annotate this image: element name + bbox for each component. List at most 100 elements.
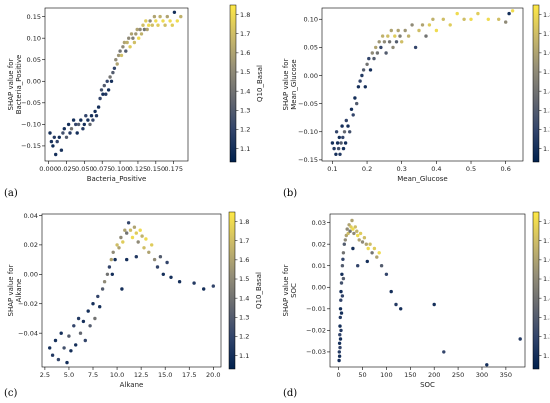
x-tick-label: 50 xyxy=(358,371,366,379)
data-point xyxy=(152,14,157,19)
data-point xyxy=(341,257,345,261)
data-point xyxy=(161,272,165,276)
data-point xyxy=(93,109,97,114)
data-point xyxy=(486,17,490,21)
data-point xyxy=(56,357,61,362)
data-point xyxy=(375,255,379,259)
data-point xyxy=(134,255,138,259)
x-tick-label: 0 xyxy=(337,371,341,379)
colorbar-tick-label: 1.5 xyxy=(240,68,250,76)
data-point xyxy=(476,11,480,16)
data-point xyxy=(358,79,362,83)
x-axis-label: Mean_Glucose xyxy=(397,175,447,183)
colorbar-tick-label: 1.2 xyxy=(543,333,550,341)
data-point xyxy=(147,23,151,27)
colorbar-label: Q10_Basal xyxy=(256,65,264,102)
data-point xyxy=(332,146,336,151)
data-point xyxy=(79,118,83,122)
data-point xyxy=(510,9,515,13)
data-point xyxy=(348,130,352,134)
data-point xyxy=(74,122,78,127)
data-point xyxy=(413,45,418,50)
data-point xyxy=(109,79,114,84)
data-point xyxy=(370,51,374,55)
data-point xyxy=(91,302,95,306)
data-point xyxy=(109,257,114,262)
y-tick-label: −0.10 xyxy=(21,121,41,129)
data-point xyxy=(355,101,359,106)
data-point xyxy=(102,280,107,284)
data-point xyxy=(104,92,108,96)
plot-frame xyxy=(44,7,189,162)
data-point xyxy=(141,23,145,27)
y-axis-label-line: SOC xyxy=(290,283,298,298)
colorbar-gradient xyxy=(532,4,540,163)
y-tick-label: −0.15 xyxy=(298,156,318,164)
data-point xyxy=(64,135,69,139)
data-point xyxy=(349,107,354,112)
x-tick-label: 0.000 xyxy=(39,165,58,173)
data-point xyxy=(62,127,66,131)
colorbar-tick-label: 1.2 xyxy=(543,126,550,134)
panel-letter: (b) xyxy=(283,188,297,199)
colorbar-tick-label: 1.7 xyxy=(543,30,550,38)
y-axis-label: SHAP value forAlkane xyxy=(7,264,23,316)
colorbar-tick-label: 1.1 xyxy=(239,352,249,360)
data-point xyxy=(386,34,390,38)
data-point xyxy=(340,294,345,298)
data-point xyxy=(49,139,54,144)
data-point xyxy=(150,23,154,27)
data-point xyxy=(130,235,135,240)
data-point xyxy=(345,227,349,231)
plot-frame xyxy=(41,213,222,368)
data-point xyxy=(119,235,123,240)
data-point xyxy=(161,19,165,23)
data-point xyxy=(142,27,147,32)
data-point xyxy=(356,264,360,268)
data-point xyxy=(67,334,71,338)
data-point xyxy=(86,309,90,313)
data-point xyxy=(83,338,88,343)
data-point xyxy=(337,350,341,354)
data-point xyxy=(96,294,100,299)
data-point xyxy=(334,130,339,134)
x-tick-label: 2.5 xyxy=(40,371,50,379)
data-point xyxy=(96,105,101,109)
data-point xyxy=(81,127,85,131)
data-point xyxy=(375,51,380,55)
data-point xyxy=(76,316,81,321)
data-point xyxy=(105,272,110,276)
data-point xyxy=(170,23,174,27)
y-axis-label-line: Bacteria_Positive xyxy=(15,55,23,115)
data-point xyxy=(69,349,73,353)
data-point xyxy=(111,70,115,75)
data-point xyxy=(115,62,119,66)
colorbar-tick-label: 1.4 xyxy=(239,294,249,302)
data-point xyxy=(81,319,86,324)
data-point xyxy=(346,231,350,236)
x-axis-label: Alkane xyxy=(120,381,144,389)
data-point xyxy=(50,353,55,357)
colorbar-tick-label: 1.4 xyxy=(543,87,550,95)
y-tick-label: 0.00 xyxy=(304,72,318,80)
y-tick-label: 0.00 xyxy=(24,271,38,279)
data-point xyxy=(400,40,404,44)
data-point xyxy=(165,260,169,265)
data-point xyxy=(462,17,466,21)
colorbar-gradient xyxy=(228,211,236,370)
data-point xyxy=(343,141,348,145)
data-point xyxy=(211,284,215,288)
x-tick-label: 350 xyxy=(500,371,512,379)
colorbar-tick-label: 1.2 xyxy=(240,126,250,134)
data-point xyxy=(338,307,343,311)
data-point xyxy=(337,135,341,140)
data-point xyxy=(91,118,95,122)
colorbar-tick-label: 1.3 xyxy=(239,314,249,322)
data-point xyxy=(179,14,183,19)
colorbar-tick-label: 1.8 xyxy=(239,218,249,226)
panel-letter: (a) xyxy=(4,188,18,199)
y-tick-label: 0.15 xyxy=(27,13,41,21)
